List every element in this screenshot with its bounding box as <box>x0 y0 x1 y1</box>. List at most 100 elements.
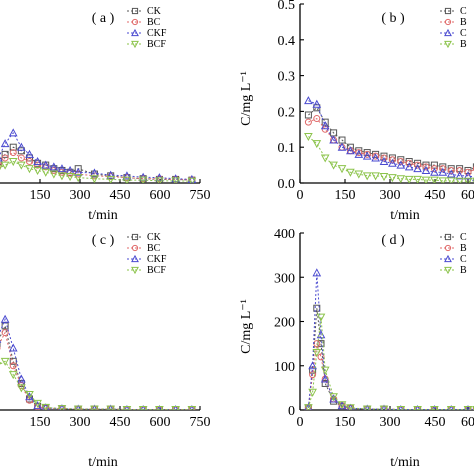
data-point <box>17 142 26 151</box>
series-line <box>307 317 474 410</box>
data-point <box>171 174 180 183</box>
x-tick-label: 750 <box>190 415 211 430</box>
data-point <box>438 177 448 183</box>
data-point <box>430 176 439 183</box>
data-point <box>17 147 25 155</box>
data-point <box>446 406 456 410</box>
data-point <box>413 175 422 183</box>
data-point <box>57 164 67 173</box>
data-point <box>321 118 329 126</box>
legend-marker <box>444 254 452 263</box>
data-point <box>379 156 389 166</box>
data-point <box>421 176 431 183</box>
y-tick-label: 300 <box>274 271 295 286</box>
data-point <box>329 394 338 403</box>
data-point <box>50 166 58 174</box>
data-point <box>430 167 439 176</box>
legend-marker <box>444 244 452 252</box>
data-point <box>1 150 9 158</box>
data-point <box>41 403 51 410</box>
x-tick-label: 150 <box>30 188 51 203</box>
series-line <box>0 360 192 410</box>
data-point <box>122 176 132 183</box>
legend-marker <box>131 233 139 241</box>
series-line <box>0 331 192 410</box>
data-point <box>447 166 455 174</box>
x-axis-label: t/min <box>88 455 118 470</box>
x-tick-label: 60 <box>461 188 474 203</box>
legend-label: C <box>460 232 467 243</box>
panel-label: ( c ) <box>92 233 115 248</box>
y-tick-label: 200 <box>274 316 295 331</box>
data-point <box>33 401 42 410</box>
legend-label: CKF <box>147 254 167 265</box>
data-point <box>138 406 148 410</box>
legend-marker <box>444 233 452 241</box>
series-line <box>308 136 474 182</box>
legend-label: CK <box>147 6 162 17</box>
legend-label: CK <box>147 232 162 243</box>
legend-label: C <box>460 28 467 39</box>
data-point <box>362 405 372 410</box>
legend-label: BCF <box>147 39 166 50</box>
plot-area <box>304 96 474 183</box>
x-tick-label: 450 <box>425 415 446 430</box>
data-point <box>106 405 116 410</box>
data-point <box>464 168 472 176</box>
x-tick-label: 600 <box>150 415 171 430</box>
data-point <box>187 177 197 183</box>
data-point <box>329 135 338 144</box>
data-point <box>372 152 380 160</box>
data-point <box>138 176 148 183</box>
x-tick-label: 300 <box>70 415 91 430</box>
data-point <box>73 167 83 176</box>
legend-label: BC <box>147 17 161 28</box>
data-point <box>316 313 326 322</box>
legend-marker <box>131 244 139 252</box>
y-tick-label: 400 <box>274 227 295 242</box>
data-point <box>455 171 464 180</box>
data-point <box>321 379 329 387</box>
y-tick-label: 0.5 <box>278 0 296 13</box>
data-point <box>304 118 312 126</box>
data-point <box>49 170 59 179</box>
x-axis-label: t/min <box>390 208 420 223</box>
data-point <box>463 171 473 180</box>
data-point <box>17 384 26 393</box>
data-point <box>405 159 413 167</box>
data-point <box>34 161 42 169</box>
data-point <box>313 115 321 123</box>
x-tick-label: 300 <box>70 188 91 203</box>
data-point <box>57 405 67 410</box>
data-point <box>73 405 83 410</box>
data-point <box>9 362 17 370</box>
data-point <box>396 160 406 169</box>
data-point <box>371 153 380 162</box>
data-point <box>17 374 26 383</box>
data-point <box>155 177 164 183</box>
plot-area <box>304 268 474 410</box>
data-point <box>362 151 372 160</box>
data-point <box>430 406 439 410</box>
data-point <box>446 177 456 183</box>
legend-marker <box>444 18 452 26</box>
data-point <box>413 164 422 173</box>
data-point <box>122 171 132 180</box>
data-point <box>304 111 312 119</box>
data-point <box>8 371 18 380</box>
data-point <box>446 169 456 178</box>
x-tick-label: 300 <box>380 188 401 203</box>
data-point <box>320 121 330 130</box>
data-point <box>304 96 313 105</box>
legend-marker <box>444 40 452 49</box>
data-point <box>312 99 322 108</box>
data-point <box>463 177 473 183</box>
legend-marker <box>131 254 139 263</box>
legend-marker <box>131 40 139 49</box>
data-point <box>354 170 364 179</box>
